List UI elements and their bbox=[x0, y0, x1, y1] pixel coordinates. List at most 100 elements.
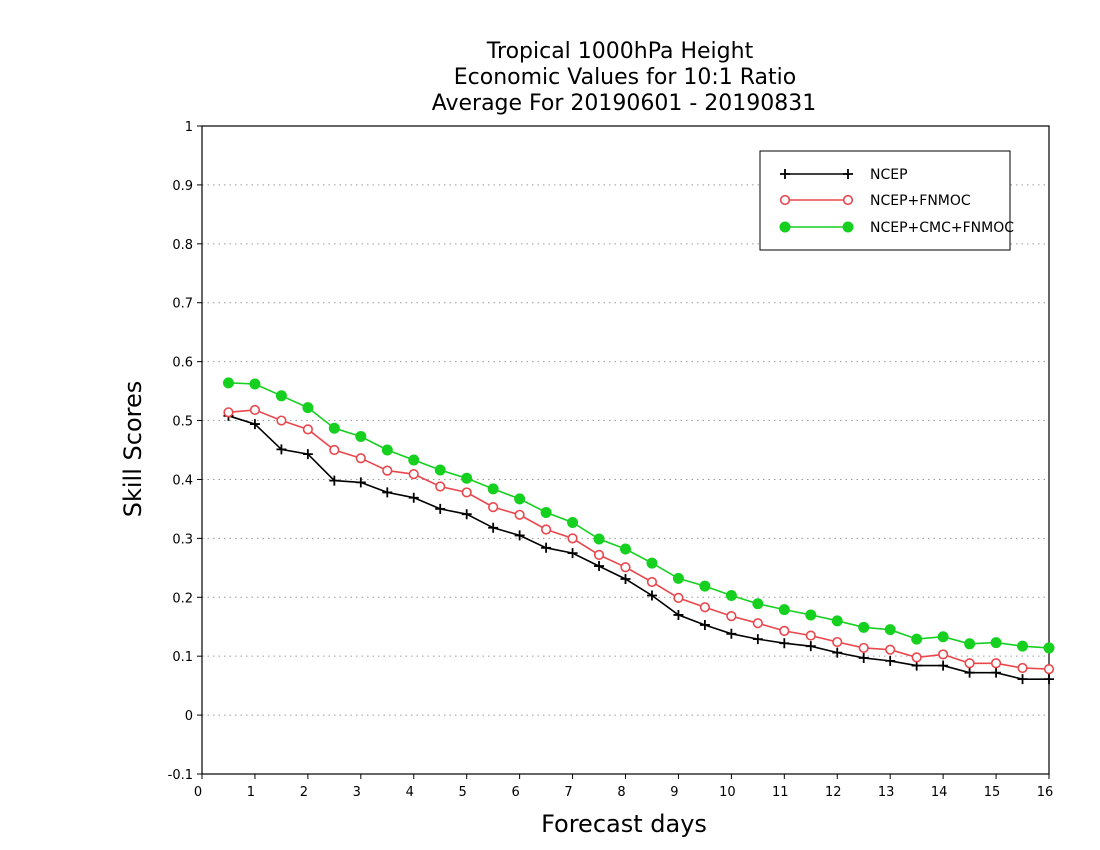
data-point bbox=[435, 503, 446, 514]
data-point bbox=[673, 609, 684, 620]
data-point bbox=[805, 609, 817, 621]
data-point bbox=[302, 449, 313, 460]
data-point bbox=[355, 453, 366, 464]
grid-lines bbox=[202, 184, 1049, 716]
series-ncep-fnmoc bbox=[223, 404, 1055, 675]
y-tick-label: 0.3 bbox=[172, 532, 193, 547]
data-point bbox=[646, 576, 658, 588]
data-point bbox=[461, 472, 473, 484]
data-point bbox=[381, 444, 393, 456]
x-tick-label: 14 bbox=[931, 785, 948, 800]
y-tick-label: 0.7 bbox=[172, 297, 193, 312]
data-point bbox=[540, 506, 552, 518]
data-point bbox=[805, 641, 816, 652]
x-tick-label: 5 bbox=[459, 785, 467, 800]
series-line bbox=[228, 382, 1050, 649]
data-point bbox=[858, 621, 870, 633]
legend-item: NCEP bbox=[780, 167, 908, 183]
data-point bbox=[329, 475, 340, 486]
title-line-3: Average For 20190601 - 20190831 bbox=[432, 91, 817, 116]
data-point bbox=[779, 625, 790, 636]
data-point bbox=[911, 633, 923, 645]
data-point bbox=[514, 509, 525, 520]
data-point bbox=[620, 562, 631, 573]
x-tick-label: 8 bbox=[617, 785, 625, 800]
y-tick-label: 0.6 bbox=[172, 356, 193, 371]
data-point bbox=[884, 624, 896, 636]
data-point bbox=[329, 444, 340, 456]
legend-item: NCEP+FNMOC bbox=[779, 193, 971, 209]
data-point bbox=[646, 590, 657, 601]
data-point bbox=[885, 655, 896, 666]
data-point bbox=[593, 549, 605, 560]
data-point bbox=[593, 533, 605, 545]
data-point bbox=[752, 598, 764, 610]
data-point bbox=[832, 636, 843, 648]
series-line bbox=[228, 409, 1050, 670]
data-point bbox=[567, 533, 578, 544]
x-tick-label: 1 bbox=[247, 785, 255, 800]
data-point bbox=[1017, 674, 1028, 685]
data-point bbox=[779, 221, 791, 233]
data-point bbox=[541, 542, 552, 553]
y-tick-label: 0.4 bbox=[172, 473, 193, 488]
axis-ticks: -0.100.10.20.30.40.50.60.70.80.910 1 2 3 4 5 6… bbox=[168, 120, 1054, 800]
data-point bbox=[990, 637, 1002, 649]
data-point bbox=[805, 630, 816, 641]
data-point bbox=[620, 543, 631, 555]
data-point bbox=[699, 602, 711, 613]
data-point bbox=[567, 548, 578, 559]
data-point bbox=[488, 502, 499, 513]
data-point bbox=[780, 169, 790, 179]
data-point bbox=[435, 481, 446, 492]
data-point bbox=[1017, 640, 1029, 652]
data-point bbox=[355, 477, 366, 488]
y-tick-label: -0.1 bbox=[168, 768, 193, 783]
data-point bbox=[938, 649, 949, 660]
data-point bbox=[276, 444, 287, 455]
x-tick-label: 10 bbox=[719, 785, 736, 800]
data-point bbox=[1043, 642, 1055, 654]
data-point bbox=[567, 516, 579, 528]
legend: NCEP NCEP+FNMOC NCEP+CMC+FNMOC bbox=[759, 150, 1014, 251]
data-point bbox=[672, 572, 684, 584]
data-point bbox=[725, 590, 737, 602]
data-point bbox=[779, 194, 791, 206]
y-tick-label: 0.1 bbox=[172, 650, 193, 665]
data-point bbox=[1017, 662, 1028, 674]
data-point bbox=[673, 592, 684, 603]
data-point bbox=[514, 530, 525, 541]
data-point bbox=[964, 667, 975, 678]
data-point bbox=[514, 493, 526, 505]
y-tick-label: 0.9 bbox=[172, 179, 193, 194]
x-tick-label: 11 bbox=[772, 785, 789, 800]
data-point bbox=[831, 615, 843, 627]
x-tick-label: 7 bbox=[564, 785, 572, 800]
title-line-2: Economic Values for 10:1 Ratio bbox=[454, 65, 796, 90]
data-point bbox=[249, 419, 260, 430]
data-point bbox=[223, 407, 234, 418]
y-tick-label: 0 bbox=[185, 709, 193, 724]
data-point bbox=[699, 619, 710, 630]
data-point bbox=[382, 465, 393, 476]
series-ncep bbox=[223, 410, 1054, 685]
data-point bbox=[842, 221, 854, 233]
legend-label: NCEP+CMC+FNMOC bbox=[870, 220, 1014, 236]
data-point bbox=[382, 487, 393, 498]
data-point bbox=[842, 194, 854, 206]
data-point bbox=[779, 638, 790, 649]
legend-label: NCEP+FNMOC bbox=[870, 193, 971, 209]
legend-item: NCEP+CMC+FNMOC bbox=[779, 220, 1014, 236]
data-point bbox=[487, 483, 499, 495]
data-point bbox=[885, 644, 896, 655]
data-point bbox=[461, 487, 472, 498]
data-point bbox=[355, 430, 367, 442]
data-point bbox=[249, 378, 261, 390]
y-tick-label: 0.8 bbox=[172, 238, 193, 253]
data-point bbox=[752, 634, 763, 645]
data-point bbox=[990, 658, 1002, 669]
x-tick-label: 15 bbox=[984, 785, 1001, 800]
data-point bbox=[1044, 674, 1054, 685]
data-point bbox=[408, 469, 419, 480]
